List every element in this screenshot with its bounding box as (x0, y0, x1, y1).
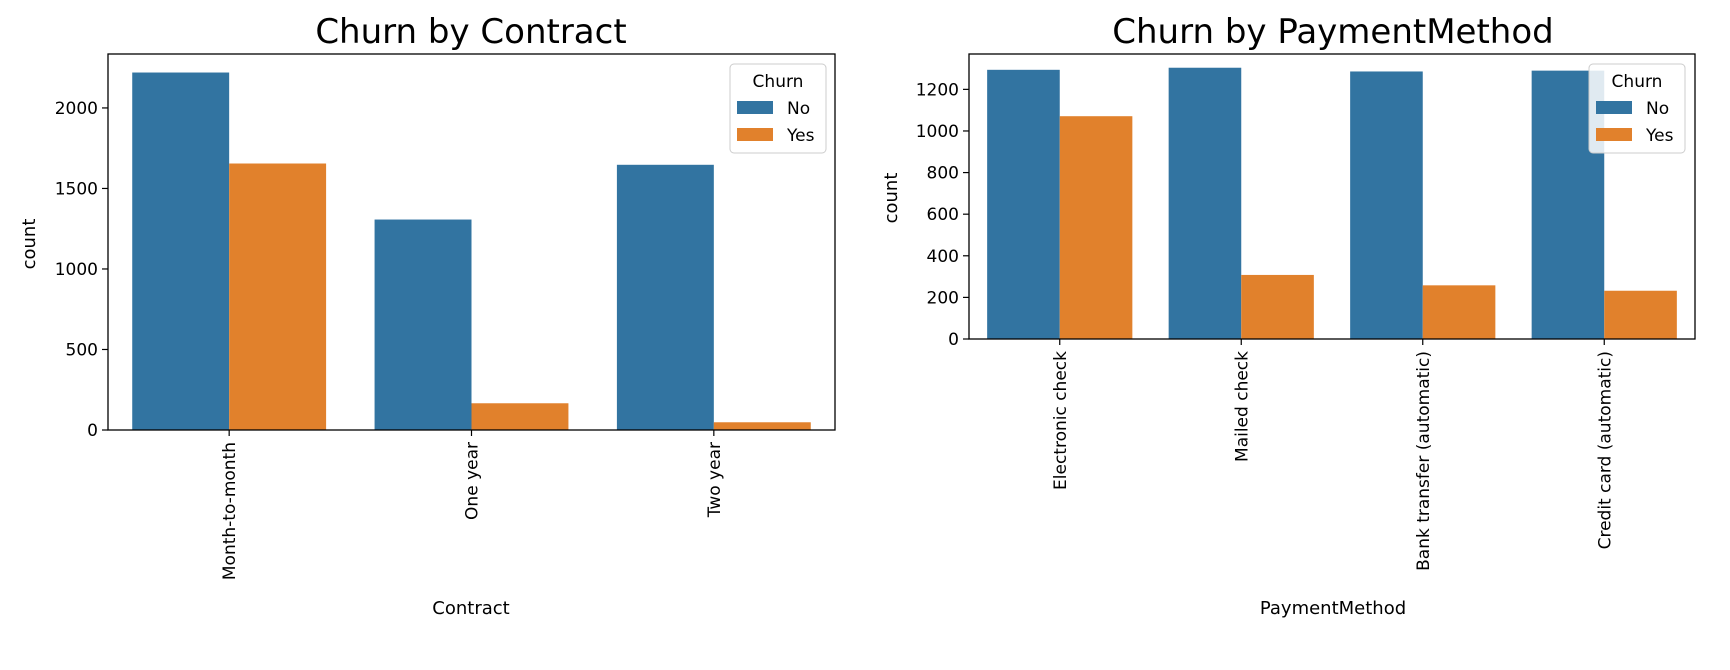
x-tick-label: Electronic check (1051, 351, 1071, 490)
bar-bank-transfer-automatic-no (1350, 71, 1423, 339)
legend-swatch-yes (737, 128, 773, 141)
y-tick-label: 1000 (55, 260, 98, 280)
payment-method-chart: Churn by PaymentMethod PaymentMethod cou… (881, 12, 1696, 619)
legend-label-no: No (787, 99, 810, 119)
x-axis-label: PaymentMethod (1260, 598, 1406, 619)
legend-swatch-no (1596, 101, 1632, 114)
y-tick-label: 1500 (55, 179, 98, 199)
chart-title: Churn by PaymentMethod (1112, 12, 1553, 52)
x-ticks: Electronic check Mailed check Bank transfe… (1051, 339, 1615, 571)
bar-bank-transfer-automatic-yes (1422, 285, 1496, 339)
y-tick-label: 500 (66, 340, 98, 360)
x-ticks: Month-to-month One year Two year (220, 430, 725, 580)
bar-electronic-check-no (987, 69, 1060, 339)
legend: Churn No Yes (1588, 63, 1686, 154)
bar-mailed-check-yes (1241, 274, 1314, 339)
legend: Churn No Yes (729, 63, 827, 154)
bar-two-year-no (616, 164, 714, 431)
y-tick-label: 600 (927, 205, 959, 225)
bar-month-to-month-no (132, 72, 230, 431)
y-tick-label: 2000 (55, 99, 98, 119)
y-axis-label: count (19, 219, 40, 270)
chart-title: Churn by Contract (315, 12, 626, 52)
y-tick-label: 400 (927, 247, 959, 267)
plot-frame (968, 53, 1696, 340)
contract-chart: Churn by Contract Contract count 0 500 100… (19, 12, 836, 619)
y-tick-label: 1000 (916, 122, 959, 142)
x-tick-label: One year (463, 442, 483, 520)
x-tick-label: Credit card (automatic) (1595, 351, 1615, 549)
x-tick-label: Mailed check (1232, 351, 1252, 462)
y-ticks: 0 200 400 600 800 1000 1200 (916, 80, 969, 350)
x-tick-label: Month-to-month (220, 442, 240, 580)
bars (132, 72, 811, 431)
legend-label-yes: Yes (786, 126, 815, 146)
y-tick-label: 0 (948, 330, 959, 350)
y-tick-label: 1200 (916, 80, 959, 100)
bar-credit-card-automatic-yes (1604, 290, 1677, 339)
x-tick-label: Two year (705, 442, 725, 518)
bar-one-year-no (374, 219, 472, 430)
x-tick-label: Bank transfer (automatic) (1414, 351, 1434, 571)
legend-swatch-no (737, 101, 773, 114)
bar-mailed-check-no (1168, 67, 1242, 339)
y-ticks: 0 500 1000 1500 2000 (55, 99, 108, 441)
bar-one-year-yes (471, 403, 569, 430)
plot-frame (107, 53, 836, 431)
legend-title: Churn (753, 72, 804, 92)
y-tick-label: 0 (87, 421, 98, 441)
x-axis-label: Contract (432, 598, 509, 619)
legend-label-yes: Yes (1645, 126, 1674, 146)
y-tick-label: 200 (927, 288, 959, 308)
bar-electronic-check-yes (1059, 116, 1133, 339)
bar-month-to-month-yes (229, 163, 327, 430)
bar-two-year-yes (713, 422, 811, 430)
legend-swatch-yes (1596, 128, 1632, 141)
y-tick-label: 800 (927, 164, 959, 184)
legend-label-no: No (1646, 99, 1669, 119)
bars (987, 67, 1677, 339)
legend-title: Churn (1612, 72, 1663, 92)
y-axis-label: count (881, 173, 902, 224)
